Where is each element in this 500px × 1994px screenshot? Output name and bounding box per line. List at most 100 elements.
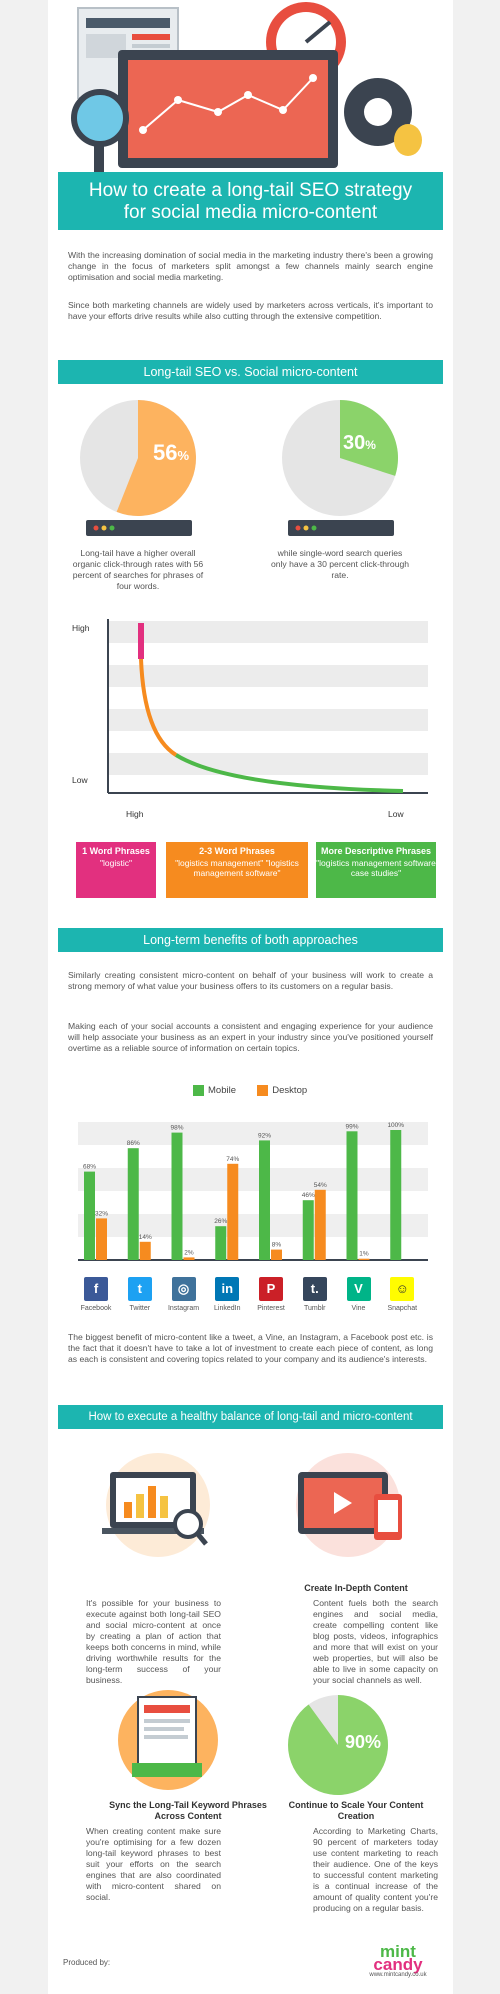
section-2-paragraph-2: Making each of your social accounts a co…: [68, 1021, 433, 1053]
section-2-banner: Long-term benefits of both approaches: [58, 928, 443, 952]
bar-label-mobile-twitter: 86%: [127, 1140, 140, 1147]
pie-30-slice: [340, 400, 398, 476]
produced-by-label: Produced by:: [63, 1958, 111, 1967]
social-icons-row: f Facebook t Twitter ◎ Instagram in LinkedIn P Pi…: [48, 1275, 453, 1321]
bar-desktop-facebook: [96, 1218, 107, 1260]
bar-label-mobile-pinterest: 92%: [258, 1132, 271, 1139]
bar-mobile-pinterest: [259, 1140, 270, 1260]
pie-56-caption: Long-tail have a higher overall organic …: [72, 548, 204, 591]
bar-desktop-pinterest: [271, 1249, 282, 1260]
intro-paragraph-1: With the increasing domination of social…: [68, 250, 433, 282]
bar-label-desktop-linkedin: 74%: [226, 1156, 239, 1163]
instagram-label: Instagram: [167, 1305, 200, 1312]
section-3-block-2-heading: Create In-Depth Content: [304, 1583, 408, 1593]
section-3-block-2-text: Content fuels both the search engines an…: [313, 1598, 438, 1685]
logo-mint-text: mint: [380, 1942, 416, 1961]
phrase-box-2-title: 2-3 Word Phrases: [199, 846, 275, 856]
intro-paragraph-2: Since both marketing channels are widely…: [68, 300, 433, 321]
section-3-block-4-heading: Continue to Scale Your Content Creation: [288, 1800, 424, 1821]
bar-desktop-tumblr: [314, 1189, 326, 1260]
bar-label-desktop-pinterest: 8%: [272, 1242, 282, 1249]
section-1-banner: Long-tail SEO vs. Social micro-content: [58, 360, 443, 384]
title-line-1: How to create a long-tail SEO strategy: [88, 180, 413, 201]
title-banner: How to create a long-tail SEO strategy f…: [58, 172, 443, 230]
phrase-box-2-example: "logistics management" "logistics manage…: [175, 857, 299, 879]
legend-desktop-swatch: [257, 1085, 269, 1096]
section-3-banner: How to execute a healthy balance of long…: [58, 1405, 443, 1429]
bar-mobile-facebook: [84, 1171, 95, 1260]
tablet-content-illustration: [296, 1453, 402, 1557]
bar-label-desktop-tumblr: 54%: [314, 1182, 327, 1189]
bar-label-mobile-instagram: 98%: [170, 1125, 183, 1132]
laptop-search-illustration: [102, 1453, 210, 1557]
pinterest-label: Pinterest: [257, 1305, 285, 1312]
bar-label-desktop-facebook: 32%: [95, 1210, 108, 1217]
keyword-sync-illustration: [118, 1690, 218, 1790]
twitter-icon[interactable]: t: [127, 1277, 152, 1301]
bar-mobile-linkedin: [215, 1226, 227, 1260]
chart-gridband: [78, 1214, 428, 1237]
pie-chart-30: [282, 400, 398, 536]
legend-mobile-swatch: [193, 1085, 204, 1096]
header-illustration: [71, 2, 422, 174]
twitter-label: Twitter: [129, 1305, 151, 1312]
bar-mobile-snapchat: [390, 1130, 402, 1260]
section-3-block-3-heading: Sync the Long-Tail Keyword Phrases Acros…: [109, 1800, 267, 1821]
y-axis-low-label: Low: [72, 775, 88, 785]
footer-url[interactable]: www.mintcandy.co.uk: [369, 1972, 427, 1978]
section-2-paragraph-1: Similarly creating consistent micro-cont…: [68, 970, 433, 991]
bar-label-mobile-vine: 99%: [345, 1123, 358, 1130]
pie-56-slice: [116, 400, 196, 516]
phrase-box-3-title: More Descriptive Phrases: [320, 846, 432, 856]
facebook-icon[interactable]: f: [84, 1277, 108, 1301]
section-2-paragraph-3: The biggest benefit of micro-content lik…: [68, 1332, 433, 1364]
pie-56-label: 56%: [153, 440, 190, 465]
bar-mobile-instagram: [171, 1132, 183, 1260]
bar-mobile-tumblr: [302, 1200, 314, 1260]
y-axis-high-label: High: [72, 623, 90, 633]
legend-mobile-label: Mobile: [208, 1085, 236, 1097]
section-3-block-1-text: It's possible for your business to execu…: [86, 1598, 221, 1685]
phrase-box-descriptive: More Descriptive Phrases "logistics mana…: [316, 842, 436, 898]
vine-label: Vine: [351, 1305, 366, 1312]
snapchat-label: Snapchat: [387, 1305, 418, 1312]
title-line-2: for social media micro-content: [123, 202, 378, 223]
bar-label-mobile-facebook: 68%: [83, 1164, 96, 1171]
bar-label-desktop-vine: 1%: [359, 1251, 369, 1258]
phrase-box-1-example: "logistic": [99, 857, 133, 868]
bar-label-mobile-tumblr: 46%: [302, 1192, 315, 1199]
bar-label-mobile-linkedin: 26%: [214, 1218, 227, 1225]
x-axis-high-label: High: [126, 809, 144, 819]
section-3-block-3-text: When creating content make sure you're o…: [86, 1826, 221, 1902]
bar-desktop-linkedin: [227, 1163, 239, 1260]
bar-desktop-vine: [358, 1258, 370, 1260]
page-title: How to create a long-tail SEO strategy f…: [58, 180, 443, 224]
section-3-block-4-text: According to Marketing Charts, 90 percen…: [313, 1826, 438, 1913]
chart-gridband: [78, 1168, 428, 1191]
instagram-icon[interactable]: ◎: [171, 1277, 196, 1301]
vine-icon[interactable]: V: [346, 1277, 371, 1301]
logo-candy-text: candy: [373, 1955, 423, 1974]
phrase-box-1-word: 1 Word Phrases "logistic": [76, 842, 156, 898]
tumblr-icon[interactable]: t.: [302, 1277, 327, 1301]
bar-desktop-twitter: [139, 1241, 151, 1260]
pie-30-caption: while single-word search queries only ha…: [270, 548, 410, 580]
linkedin-icon[interactable]: in: [215, 1277, 240, 1301]
long-tail-curve: [107, 619, 428, 794]
legend-desktop-label: Desktop: [272, 1085, 308, 1097]
infographic-page: How to create a long-tail SEO strategy f…: [48, 0, 453, 1994]
linkedin-label: LinkedIn: [214, 1305, 241, 1312]
mint-candy-logo[interactable]: mint candy www.mintcandy.co.uk: [358, 1942, 438, 1980]
bar-label-desktop-instagram: 2%: [184, 1249, 194, 1256]
bar-desktop-instagram: [183, 1257, 195, 1260]
mobile-vs-desktop-bar-chart: 68% 32% 86% 14% 98% 2% 26% 74% 92% 8% 46% 54% 99% 1% 1…: [78, 1122, 428, 1261]
pinterest-icon[interactable]: P: [259, 1277, 283, 1301]
pie-90-slice: [288, 1695, 389, 1795]
phrase-box-2-3-word: 2-3 Word Phrases "logistics management" …: [166, 842, 308, 898]
snapchat-icon[interactable]: ☺: [390, 1277, 415, 1301]
phrase-box-3-example: "logistics management software case stud…: [316, 857, 436, 879]
pie-30-label: 30%: [343, 432, 376, 454]
facebook-label: Facebook: [80, 1305, 112, 1312]
x-axis-low-label: Low: [388, 809, 404, 819]
chart-gridband: [78, 1122, 428, 1145]
